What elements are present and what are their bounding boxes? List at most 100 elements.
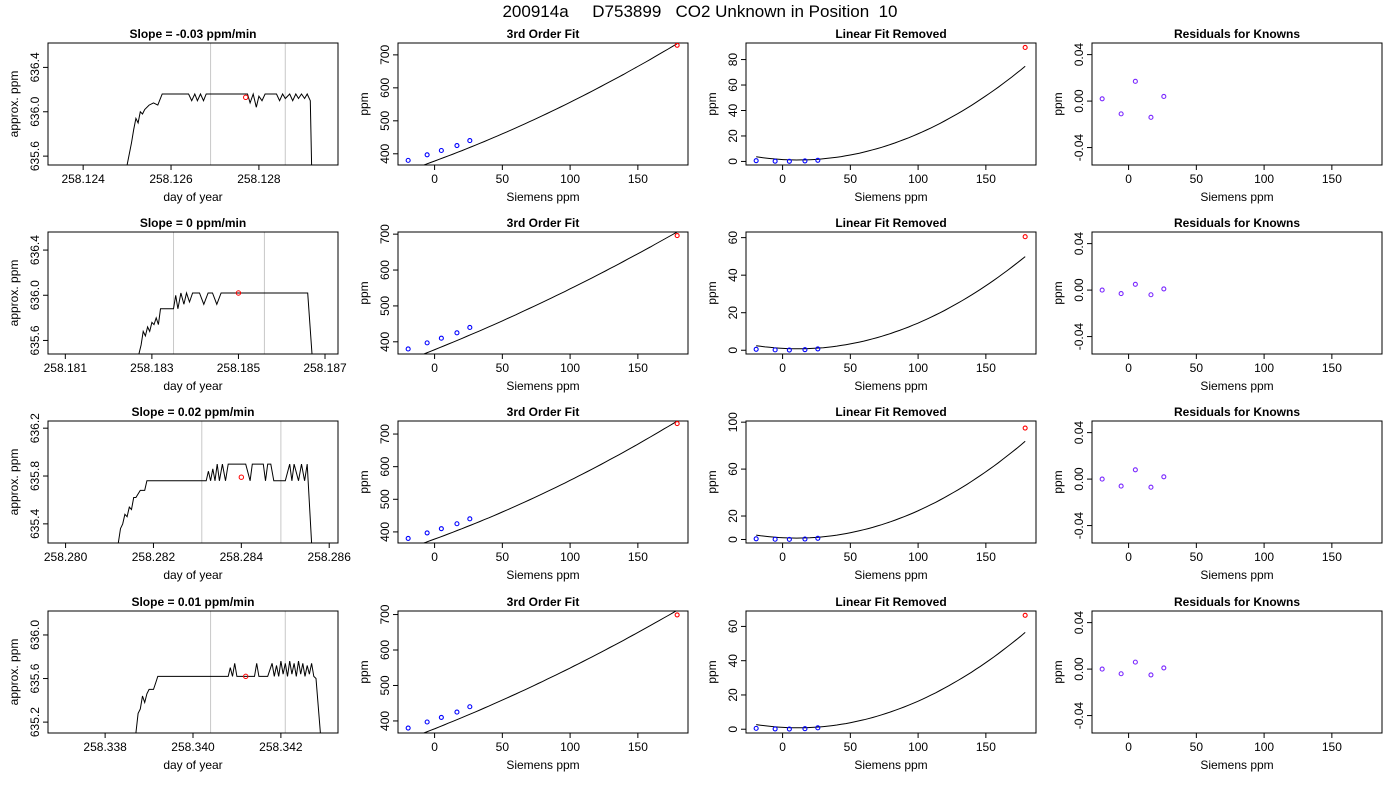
x-axis-label: Siemens ppm: [854, 379, 927, 393]
x-axis-label: Siemens ppm: [854, 758, 927, 772]
x-tick-label: 50: [1190, 740, 1204, 754]
chart-panel-10: 3rd Order Fit 0 50 100 150 400 500 600 700 Siemen…: [357, 405, 689, 582]
known-point: [772, 536, 778, 542]
y-tick-label: 400: [378, 143, 392, 163]
x-tick-label: 258.284: [220, 550, 264, 564]
known-point: [454, 709, 460, 715]
y-tick-label: 500: [378, 675, 392, 695]
unknown-point: [674, 421, 680, 427]
known-point: [438, 335, 444, 341]
y-tick-label: 60: [726, 231, 740, 245]
chart-title: Slope = -0.03 ppm/min: [129, 27, 256, 41]
plot-frame: [745, 610, 1037, 734]
y-tick-label: 20: [726, 509, 740, 523]
known-point: [815, 346, 821, 352]
x-tick-label: 150: [976, 550, 996, 564]
y-tick-label: 0: [726, 726, 740, 733]
y-axis-label: ppm: [357, 470, 371, 493]
y-tick-label: 400: [378, 331, 392, 351]
chart-title: Linear Fit Removed: [835, 405, 946, 419]
known-point: [1099, 476, 1105, 482]
x-tick-label: 258.187: [303, 361, 347, 375]
plot-frame: [1091, 420, 1383, 544]
y-tick-label: 635.6: [28, 325, 42, 355]
y-axis-label: ppm: [357, 92, 371, 115]
x-tick-label: 0: [779, 172, 786, 186]
x-tick-label: 50: [844, 172, 858, 186]
known-point: [405, 346, 411, 352]
y-tick-label: 600: [378, 260, 392, 280]
x-axis-label: Siemens ppm: [854, 568, 927, 582]
plot-area: [405, 232, 680, 354]
known-point: [802, 347, 808, 353]
y-tick-label: 500: [378, 296, 392, 316]
mean-marker: [238, 474, 245, 480]
known-point: [454, 142, 460, 149]
chart-panel-14: 3rd Order Fit 0 50 100 150 400 500 600 700 Siemen…: [357, 595, 689, 772]
fit-curve: [422, 232, 678, 354]
chart-panel-3: Linear Fit Removed 0 50 100 150 0 20 40 60 80 Siem…: [705, 27, 1037, 204]
plot-area: [405, 43, 680, 165]
chart-panel-15: Linear Fit Removed 0 50 100 150 0 20 40 60 Siemen…: [705, 595, 1037, 772]
chart-title: 3rd Order Fit: [507, 595, 580, 609]
y-tick-label: 400: [378, 711, 392, 731]
chart-title: Slope = 0 ppm/min: [140, 216, 246, 230]
x-tick-label: 150: [628, 550, 648, 564]
plot-frame: [1091, 42, 1383, 166]
y-tick-label: 636.4: [28, 52, 42, 82]
chart-panel-6: 3rd Order Fit 0 50 100 150 400 500 600 700 Siemen…: [357, 216, 689, 393]
y-tick-label: 636.2: [28, 413, 42, 443]
unknown-point: [674, 612, 680, 618]
x-tick-label: 258.282: [132, 550, 176, 564]
y-tick-label: 0: [726, 536, 740, 543]
plot-frame: [47, 610, 339, 734]
known-point: [1132, 659, 1138, 665]
y-tick-label: 20: [726, 306, 740, 320]
x-axis-label: Siemens ppm: [506, 190, 579, 204]
x-tick-label: 0: [779, 361, 786, 375]
chart-title: Linear Fit Removed: [835, 216, 946, 230]
y-tick-label: 0.04: [1072, 421, 1086, 445]
chart-title: Slope = 0.02 ppm/min: [131, 405, 254, 419]
figure-title: 200914a D753899 CO2 Unknown in Position …: [502, 2, 898, 21]
y-tick-label: 0.00: [1072, 467, 1086, 491]
y-axis-label: approx. ppm: [7, 639, 21, 706]
x-tick-label: 150: [976, 361, 996, 375]
x-tick-label: 258.286: [308, 550, 352, 564]
chart-panel-12: Residuals for Knowns 0 50 100 150 -0.04 0.00 0.…: [1051, 405, 1383, 582]
known-point: [1099, 287, 1105, 293]
x-tick-label: 50: [1190, 361, 1204, 375]
y-tick-label: 700: [378, 224, 392, 244]
known-point: [438, 147, 444, 154]
known-point: [1161, 286, 1167, 292]
x-tick-label: 50: [1190, 172, 1204, 186]
x-tick-label: 100: [908, 550, 928, 564]
chart-title: Residuals for Knowns: [1174, 595, 1300, 609]
known-point: [786, 347, 792, 353]
x-tick-label: 100: [560, 361, 580, 375]
x-tick-label: 100: [1254, 361, 1274, 375]
known-point: [1118, 671, 1124, 677]
y-tick-label: 0.04: [1072, 43, 1086, 67]
x-tick-label: 258.280: [44, 550, 88, 564]
y-tick-label: 636.0: [28, 620, 42, 650]
y-tick-label: 0.00: [1072, 657, 1086, 681]
x-tick-label: 100: [1254, 550, 1274, 564]
x-tick-label: 0: [431, 740, 438, 754]
y-tick-label: 60: [726, 619, 740, 633]
chart-title: 3rd Order Fit: [507, 216, 580, 230]
x-tick-label: 0: [1125, 172, 1132, 186]
known-point: [772, 158, 778, 164]
y-tick-label: 500: [378, 110, 392, 130]
plot-frame: [47, 231, 339, 355]
known-point: [454, 521, 460, 527]
y-tick-label: 40: [726, 104, 740, 118]
plot-frame: [397, 42, 689, 166]
y-axis-label: approx. ppm: [7, 449, 21, 516]
chart-title: Residuals for Knowns: [1174, 216, 1300, 230]
x-tick-label: 100: [560, 172, 580, 186]
known-point: [467, 324, 473, 330]
y-tick-label: 635.6: [28, 663, 42, 693]
unknown-point: [1022, 425, 1028, 431]
known-point: [1099, 666, 1105, 672]
